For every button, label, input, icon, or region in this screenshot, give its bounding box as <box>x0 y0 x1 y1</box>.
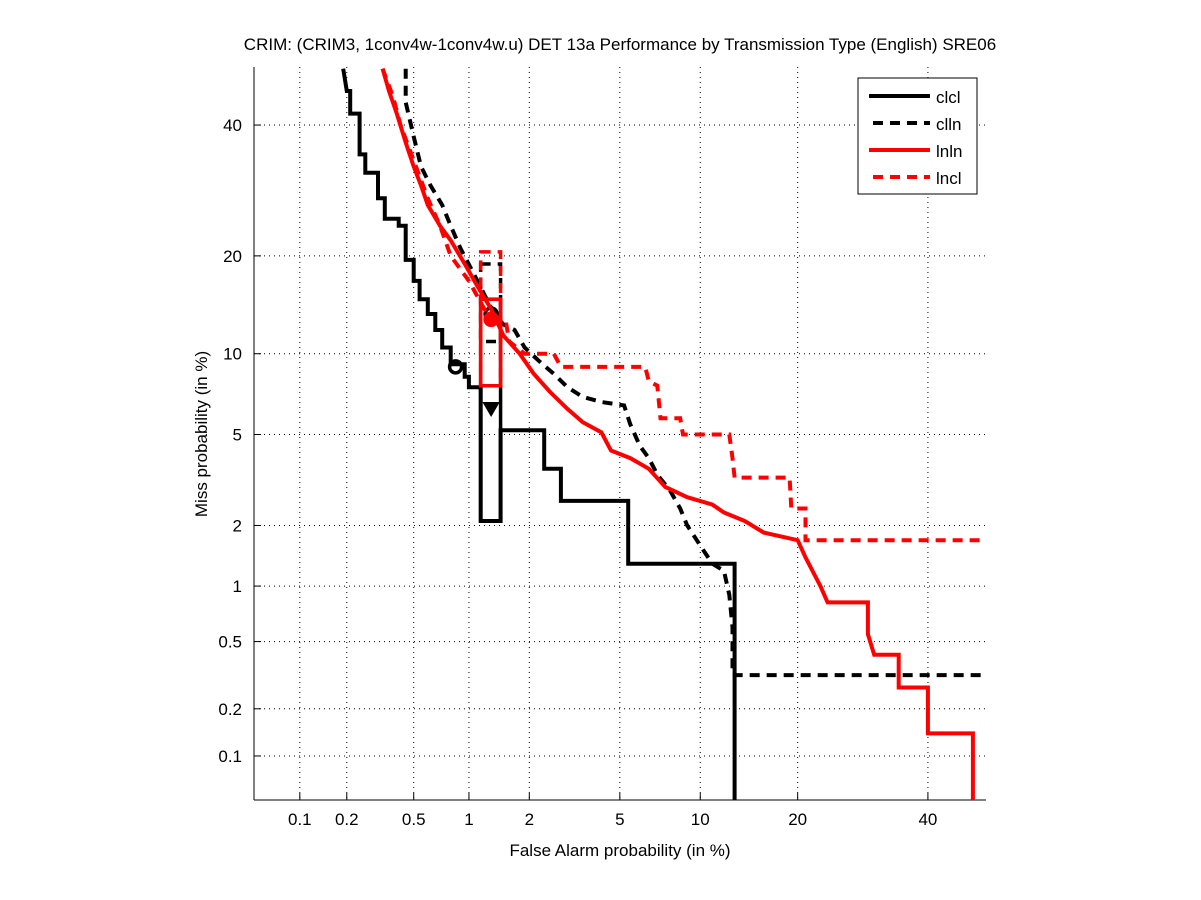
series-line-clcl <box>341 68 737 800</box>
axes: 0.1 0.2 0.5 1 2 5 10 20 40 0.1 0.2 0.5 1 2 5 10 20 40 <box>218 67 986 829</box>
y-tick-label: 2 <box>233 516 242 535</box>
series-line-clln <box>403 68 984 678</box>
y-tick-label: 0.5 <box>218 633 242 652</box>
series-lncl <box>380 68 984 543</box>
y-tick-label: 0.1 <box>218 747 242 766</box>
legend-label-lnln: lnln <box>936 142 962 161</box>
chart-title: CRIM: (CRIM3, 1conv4w-1conv4w.u) DET 13a… <box>244 35 996 54</box>
operating-point-lncl <box>483 311 499 327</box>
x-tick-label: 0.5 <box>402 810 426 829</box>
y-tick-label: 40 <box>223 116 242 135</box>
y-tick-label: 5 <box>233 426 242 445</box>
x-tick-label: 40 <box>918 810 937 829</box>
x-tick-label: 10 <box>691 810 710 829</box>
series-clcl <box>341 68 737 800</box>
y-tick-label: 10 <box>223 345 242 364</box>
confidence-box-lncl <box>478 250 503 388</box>
series-line-lncl <box>380 68 984 543</box>
y-tick-label: 1 <box>233 577 242 596</box>
operating-point-clcl <box>447 359 464 375</box>
x-tick-label: 2 <box>525 810 534 829</box>
x-tick-label: 5 <box>615 810 624 829</box>
x-tick-label: 0.1 <box>288 810 312 829</box>
legend-label-lncl: lncl <box>936 169 962 188</box>
legend-label-clcl: clcl <box>936 88 961 107</box>
confidence-box-clln <box>478 262 503 344</box>
x-tick-label: 0.2 <box>335 810 359 829</box>
legend: clcl clln lnln lncl <box>857 77 978 195</box>
y-tick-label: 20 <box>223 247 242 266</box>
y-axis-label: Miss probability (in %) <box>192 351 211 517</box>
legend-label-clln: clln <box>936 115 962 134</box>
grid <box>254 67 986 800</box>
series-layer <box>341 68 984 800</box>
x-tick-label: 1 <box>464 810 473 829</box>
y-tick-label: 0.2 <box>218 700 242 719</box>
x-axis-label: False Alarm probability (in %) <box>509 841 730 860</box>
min-dcf-point-clcl <box>482 401 500 417</box>
x-tick-label: 20 <box>788 810 807 829</box>
